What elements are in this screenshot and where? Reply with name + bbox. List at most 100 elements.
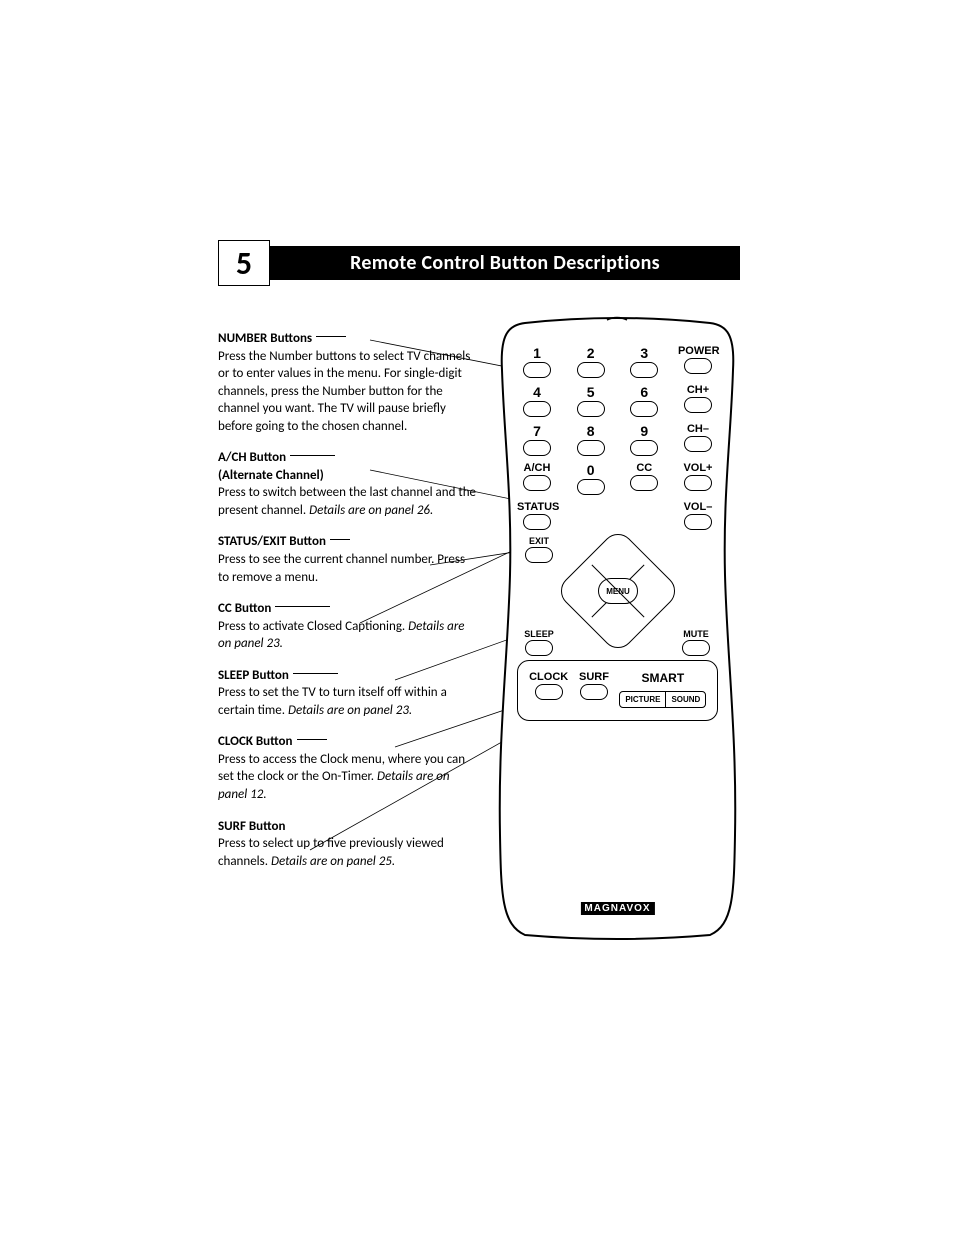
button-shape: [630, 401, 658, 417]
button-shape: [523, 401, 551, 417]
button-label: POWER: [678, 345, 718, 357]
clock-button: CLOCK: [529, 671, 569, 700]
button-shape: [684, 397, 712, 413]
remote-button: 0: [571, 462, 611, 495]
description-title: A/CH Button: [218, 449, 286, 467]
button-label: 0: [571, 462, 611, 478]
remote-button: 5: [571, 384, 611, 417]
button-label: 4: [517, 384, 557, 400]
page-title: Remote Control Button Descriptions: [270, 246, 740, 280]
button-label: 2: [571, 345, 611, 361]
description-block: SLEEP ButtonPress to set the TV to turn …: [218, 667, 478, 720]
remote-button: CH–: [678, 423, 718, 456]
remote-button: [571, 501, 611, 530]
lower-panel: CLOCKSURFSMARTPICTURESOUND: [517, 660, 718, 721]
description-title: CC Button: [218, 600, 271, 618]
page: 5 Remote Control Button Descriptions NUM…: [0, 0, 954, 1235]
description-block: NUMBER ButtonsPress the Number buttons t…: [218, 330, 478, 435]
header: 5 Remote Control Button Descriptions: [218, 240, 740, 286]
description-detail: Details are on panel 26.: [309, 503, 433, 518]
dpad-area: EXITSLEEPMUTEMENU: [517, 536, 718, 646]
lower-row: CLOCKSURFSMARTPICTURESOUND: [526, 671, 709, 708]
leader-line: [290, 455, 335, 457]
leader-line: [297, 739, 327, 741]
remote-button: 4: [517, 384, 557, 417]
button-label: 9: [624, 423, 664, 439]
description-body: Press to see the current channel number.…: [218, 552, 465, 585]
descriptions-column: NUMBER ButtonsPress the Number buttons t…: [218, 330, 478, 884]
surf-button: SURF: [574, 671, 614, 700]
exit-button: EXIT: [517, 536, 561, 563]
description-block: STATUS/EXIT ButtonPress to see the curre…: [218, 533, 478, 586]
button-shape: [523, 475, 551, 491]
smart-group: SMARTPICTURESOUND: [619, 671, 706, 708]
button-label: 1: [517, 345, 557, 361]
remote-button: CH+: [678, 384, 718, 417]
description-title: NUMBER Buttons: [218, 330, 312, 348]
leader-line: [330, 539, 350, 541]
remote-button: 9: [624, 423, 664, 456]
remote-button: 7: [517, 423, 557, 456]
description-block: SURF ButtonPress to select up to five pr…: [218, 818, 478, 871]
button-row: 789 CH–: [517, 423, 718, 456]
button-shape: [577, 440, 605, 456]
remote-button: 1: [517, 345, 557, 378]
remote-button: 6: [624, 384, 664, 417]
dpad: MENU: [554, 527, 681, 654]
button-grid: 123 POWER 456 CH+ 789 CH– A/CH 0 CC VOL+ STATUS VOL…: [517, 345, 718, 721]
button-row: 123 POWER: [517, 345, 718, 378]
description-title: STATUS/EXIT Button: [218, 533, 326, 551]
remote-button: 3: [624, 345, 664, 378]
button-label: 6: [624, 384, 664, 400]
remote-button: 2: [571, 345, 611, 378]
description-block: CLOCK ButtonPress to access the Clock me…: [218, 733, 478, 803]
remote-button: VOL–: [678, 501, 718, 530]
description-block: A/CH Button(Alternate Channel)Press to s…: [218, 449, 478, 519]
button-label: CC: [624, 462, 664, 474]
sleep-button: SLEEP: [517, 629, 561, 656]
remote-button: CC: [624, 462, 664, 495]
smart-box: PICTURESOUND: [619, 691, 706, 708]
smart-picture: PICTURE: [620, 692, 666, 707]
leader-line: [293, 673, 338, 675]
button-label: 7: [517, 423, 557, 439]
button-shape: [577, 362, 605, 378]
remote-button: POWER: [678, 345, 718, 378]
button-shape: [630, 440, 658, 456]
button-shape: [523, 514, 551, 530]
chapter-number: 5: [218, 240, 270, 286]
mute-button: MUTE: [674, 629, 718, 656]
description-detail: Details are on panel 25.: [271, 854, 395, 869]
button-row: 456 CH+: [517, 384, 718, 417]
remote-diagram: 123 POWER 456 CH+ 789 CH– A/CH 0 CC VOL+ STATUS VOL…: [495, 315, 740, 945]
button-shape: [684, 514, 712, 530]
button-shape: [577, 401, 605, 417]
button-label: CH–: [678, 423, 718, 435]
leader-line: [316, 336, 346, 338]
remote-button: STATUS: [517, 501, 557, 530]
button-label: 3: [624, 345, 664, 361]
description-detail: Details are on panel 23.: [288, 703, 412, 718]
button-label: VOL+: [678, 462, 718, 474]
description-title: CLOCK Button: [218, 733, 293, 751]
remote-button: VOL+: [678, 462, 718, 495]
button-shape: [684, 436, 712, 452]
description-body: Press to activate Closed Captioning.: [218, 619, 408, 634]
remote-button: 8: [571, 423, 611, 456]
remote-button: A/CH: [517, 462, 557, 495]
button-label: 8: [571, 423, 611, 439]
button-row: STATUS VOL–: [517, 501, 718, 530]
button-label: VOL–: [678, 501, 718, 513]
menu-button: MENU: [598, 578, 638, 604]
button-row: A/CH 0 CC VOL+: [517, 462, 718, 495]
smart-sound: SOUND: [666, 692, 705, 707]
button-label: STATUS: [517, 501, 557, 513]
button-shape: [630, 475, 658, 491]
button-shape: [523, 440, 551, 456]
button-shape: [684, 358, 712, 374]
description-title: SURF Button: [218, 818, 286, 836]
button-label: A/CH: [517, 462, 557, 474]
description-block: CC ButtonPress to activate Closed Captio…: [218, 600, 478, 653]
button-label: 5: [571, 384, 611, 400]
button-shape: [684, 475, 712, 491]
